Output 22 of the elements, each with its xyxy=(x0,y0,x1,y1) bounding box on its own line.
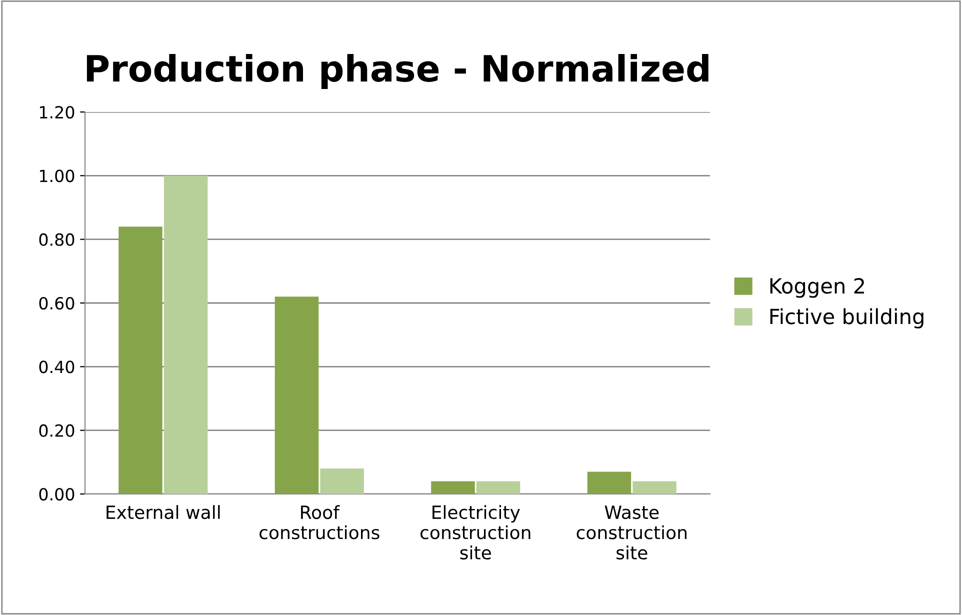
y-tick-label: 1.00 xyxy=(40,170,74,182)
y-tick-label: 0.20 xyxy=(39,424,74,437)
legend-label: Fictive building xyxy=(770,308,924,328)
x-tick-label: Electricity construction site xyxy=(420,505,530,560)
legend-label: Koggen 2 xyxy=(770,278,864,298)
y-tick-label: 0.00 xyxy=(39,488,74,501)
chart-title: Production phase - Normalized xyxy=(86,54,708,89)
bar xyxy=(632,481,676,494)
bar xyxy=(320,468,364,494)
bar xyxy=(431,481,475,494)
x-tick-label: Roof constructions xyxy=(260,505,380,540)
y-tick-label: 0.40 xyxy=(39,360,74,374)
y-tick-label: 1.20 xyxy=(40,106,74,119)
x-tick-label: Waste construction site xyxy=(576,506,686,560)
bar xyxy=(118,226,162,494)
bar xyxy=(274,296,319,494)
y-tick-label: 0.60 xyxy=(39,296,74,310)
bar xyxy=(587,472,632,494)
x-tick-label: External wall xyxy=(106,505,220,520)
bar xyxy=(164,176,208,494)
y-tick-label: 0.80 xyxy=(39,233,74,246)
bar xyxy=(476,481,520,494)
